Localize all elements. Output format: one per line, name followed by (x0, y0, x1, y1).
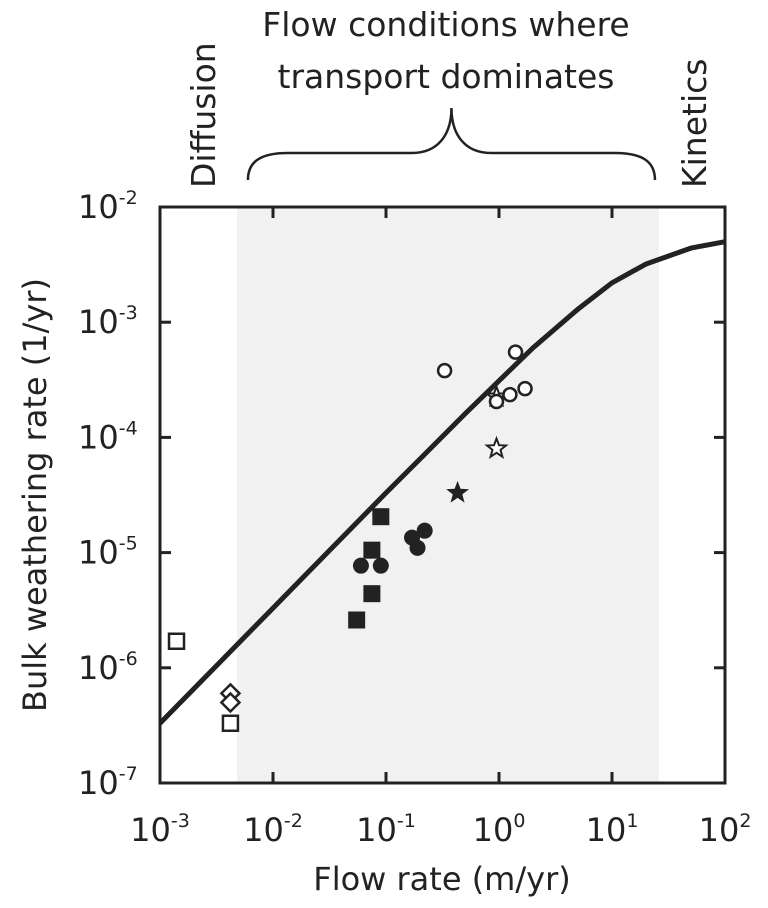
diffusion-label: Diffusion (184, 42, 223, 188)
x-tick-label: 10-1 (356, 810, 416, 849)
x-tick-label: 10-2 (243, 810, 303, 849)
star-open-point (484, 435, 509, 460)
y-tick-label: 10-3 (78, 302, 138, 341)
kinetics-label: Kinetics (675, 59, 714, 188)
circle-open-point (436, 362, 453, 379)
x-tick-label: 10-3 (130, 810, 190, 849)
y-tick-label: 10-5 (78, 533, 138, 572)
x-axis-label: Flow rate (m/yr) (313, 860, 570, 898)
square-filled-point (348, 611, 366, 629)
circle-open-point (488, 393, 505, 410)
circle-open-point (502, 386, 518, 403)
plot-frame (158, 205, 727, 785)
y-axis-label: Bulk weathering rate (1/yr) (16, 278, 54, 712)
transport-brace (246, 107, 657, 181)
fit-line (160, 239, 725, 726)
circle-filled-point (352, 557, 369, 574)
star-filled-point (446, 480, 469, 503)
square-filled-point (363, 541, 381, 559)
circle-open-point (517, 380, 533, 397)
transport-label-line2: transport dominates (278, 57, 615, 96)
circle-filled-point (372, 557, 389, 574)
y-tick-label: 10-4 (78, 417, 138, 456)
square-open-point (167, 632, 186, 651)
diamond-open-point (219, 691, 242, 714)
y-tick-label: 10-7 (78, 763, 138, 802)
circle-open-point (507, 344, 524, 360)
circle-filled-point (409, 539, 426, 556)
square-filled-point (363, 585, 381, 603)
x-tick-label: 101 (586, 810, 639, 849)
square-open-point (221, 714, 240, 733)
transport-label-line1: Flow conditions where (262, 5, 629, 44)
y-tick-label: 10-2 (78, 187, 138, 226)
square-filled-point (372, 508, 390, 526)
x-tick-label: 102 (699, 810, 752, 849)
x-tick-label: 100 (473, 810, 526, 849)
y-tick-label: 10-6 (78, 648, 138, 687)
circle-filled-point (416, 522, 433, 539)
